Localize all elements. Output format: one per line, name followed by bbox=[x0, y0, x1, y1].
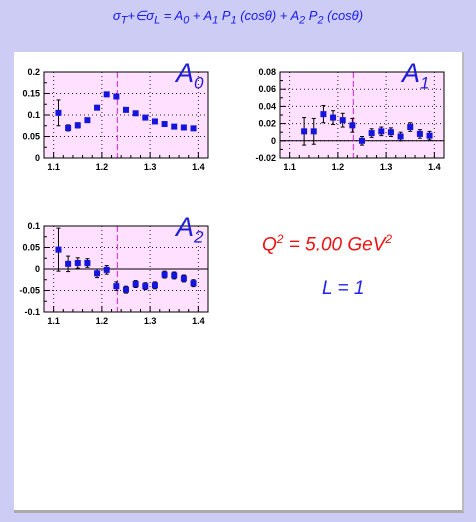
data-point bbox=[142, 283, 149, 290]
data-point bbox=[103, 266, 110, 273]
x-tick-label: 1.3 bbox=[144, 316, 157, 326]
data-point bbox=[132, 110, 139, 117]
data-point bbox=[84, 117, 91, 124]
formula-header: σT+∈σL = A0 + A1 P1 (cosθ) + A2 P2 (cosθ… bbox=[112, 8, 364, 27]
data-point bbox=[113, 93, 120, 100]
y-tick-label: 0.1 bbox=[27, 110, 40, 120]
data-point bbox=[74, 122, 81, 129]
data-point bbox=[180, 275, 187, 282]
data-point bbox=[368, 130, 375, 137]
data-point bbox=[55, 109, 62, 116]
data-point bbox=[349, 122, 356, 129]
data-point bbox=[387, 129, 394, 136]
data-point bbox=[151, 118, 158, 125]
y-tick-label: 0.1 bbox=[27, 221, 40, 231]
data-point bbox=[330, 114, 337, 121]
y-tick-label: 0.2 bbox=[27, 67, 40, 77]
data-point bbox=[161, 121, 168, 128]
data-point bbox=[94, 104, 101, 111]
x-tick-label: 1.3 bbox=[144, 162, 157, 172]
data-point bbox=[65, 260, 72, 267]
y-tick-label: 0.15 bbox=[22, 89, 40, 99]
y-tick-label: 0 bbox=[271, 136, 276, 146]
y-tick-label: 0.05 bbox=[22, 132, 40, 142]
x-tick-label: 1.1 bbox=[47, 162, 60, 172]
y-tick-label: 0.02 bbox=[258, 119, 276, 129]
panel-label-a1: A1 bbox=[402, 58, 430, 93]
data-point bbox=[171, 272, 178, 279]
data-point bbox=[142, 114, 149, 121]
y-tick-label: 0 bbox=[35, 153, 40, 163]
y-tick-label: 0.06 bbox=[258, 84, 276, 94]
data-point bbox=[190, 280, 197, 287]
panel-label-a2: A2 bbox=[176, 212, 204, 247]
x-tick-label: 1.2 bbox=[96, 316, 109, 326]
x-tick-label: 1.1 bbox=[283, 162, 296, 172]
data-point bbox=[171, 123, 178, 130]
data-point bbox=[320, 111, 327, 118]
y-tick-label: -0.02 bbox=[255, 153, 276, 163]
panel-label-a0: A0 bbox=[176, 58, 204, 93]
data-point bbox=[301, 128, 308, 135]
data-point bbox=[407, 124, 414, 131]
y-tick-label: -0.1 bbox=[24, 307, 40, 317]
data-point bbox=[94, 270, 101, 277]
y-tick-label: 0.05 bbox=[22, 243, 40, 253]
data-point bbox=[397, 133, 404, 140]
x-tick-label: 1.1 bbox=[47, 316, 60, 326]
y-tick-label: -0.05 bbox=[19, 286, 40, 296]
data-point bbox=[103, 91, 110, 98]
data-point bbox=[65, 124, 72, 131]
data-point bbox=[161, 271, 168, 278]
x-tick-label: 1.4 bbox=[192, 162, 205, 172]
data-point bbox=[359, 137, 365, 144]
q2-value: Q2 = 5.00 GeV2 bbox=[262, 232, 393, 256]
data-point bbox=[84, 259, 91, 266]
chart-a1: -0.02 0 0.02 0.04 0.06 0.08 1.1 1.2 1.3 1.4 bbox=[255, 67, 445, 172]
data-point bbox=[123, 106, 129, 113]
chart-a2: -0.1 -0.05 0 0.05 0.1 1.1 1.2 1.3 1.4 bbox=[19, 221, 209, 326]
data-point bbox=[378, 128, 385, 135]
x-tick-label: 1.2 bbox=[332, 162, 345, 172]
y-tick-label: 0 bbox=[35, 264, 40, 274]
data-point bbox=[74, 259, 81, 266]
data-point bbox=[180, 124, 187, 131]
data-point bbox=[55, 246, 62, 253]
data-point bbox=[123, 286, 129, 293]
x-tick-label: 1.3 bbox=[380, 162, 393, 172]
data-point bbox=[190, 125, 197, 132]
y-tick-label: 0.04 bbox=[258, 101, 276, 111]
x-tick-label: 1.4 bbox=[428, 162, 441, 172]
data-point bbox=[426, 132, 433, 139]
data-point bbox=[416, 130, 423, 137]
data-point bbox=[310, 128, 317, 135]
y-tick-label: 0.08 bbox=[258, 67, 276, 77]
data-point bbox=[113, 283, 120, 290]
chart-a0: 0 0.05 0.1 0.15 0.2 1.1 1.2 1.3 1.4 bbox=[22, 67, 209, 172]
x-tick-label: 1.2 bbox=[96, 162, 109, 172]
l-value: L = 1 bbox=[322, 278, 365, 299]
data-point bbox=[339, 117, 346, 124]
data-point bbox=[151, 282, 158, 289]
data-point bbox=[132, 281, 139, 288]
x-tick-label: 1.4 bbox=[192, 316, 205, 326]
